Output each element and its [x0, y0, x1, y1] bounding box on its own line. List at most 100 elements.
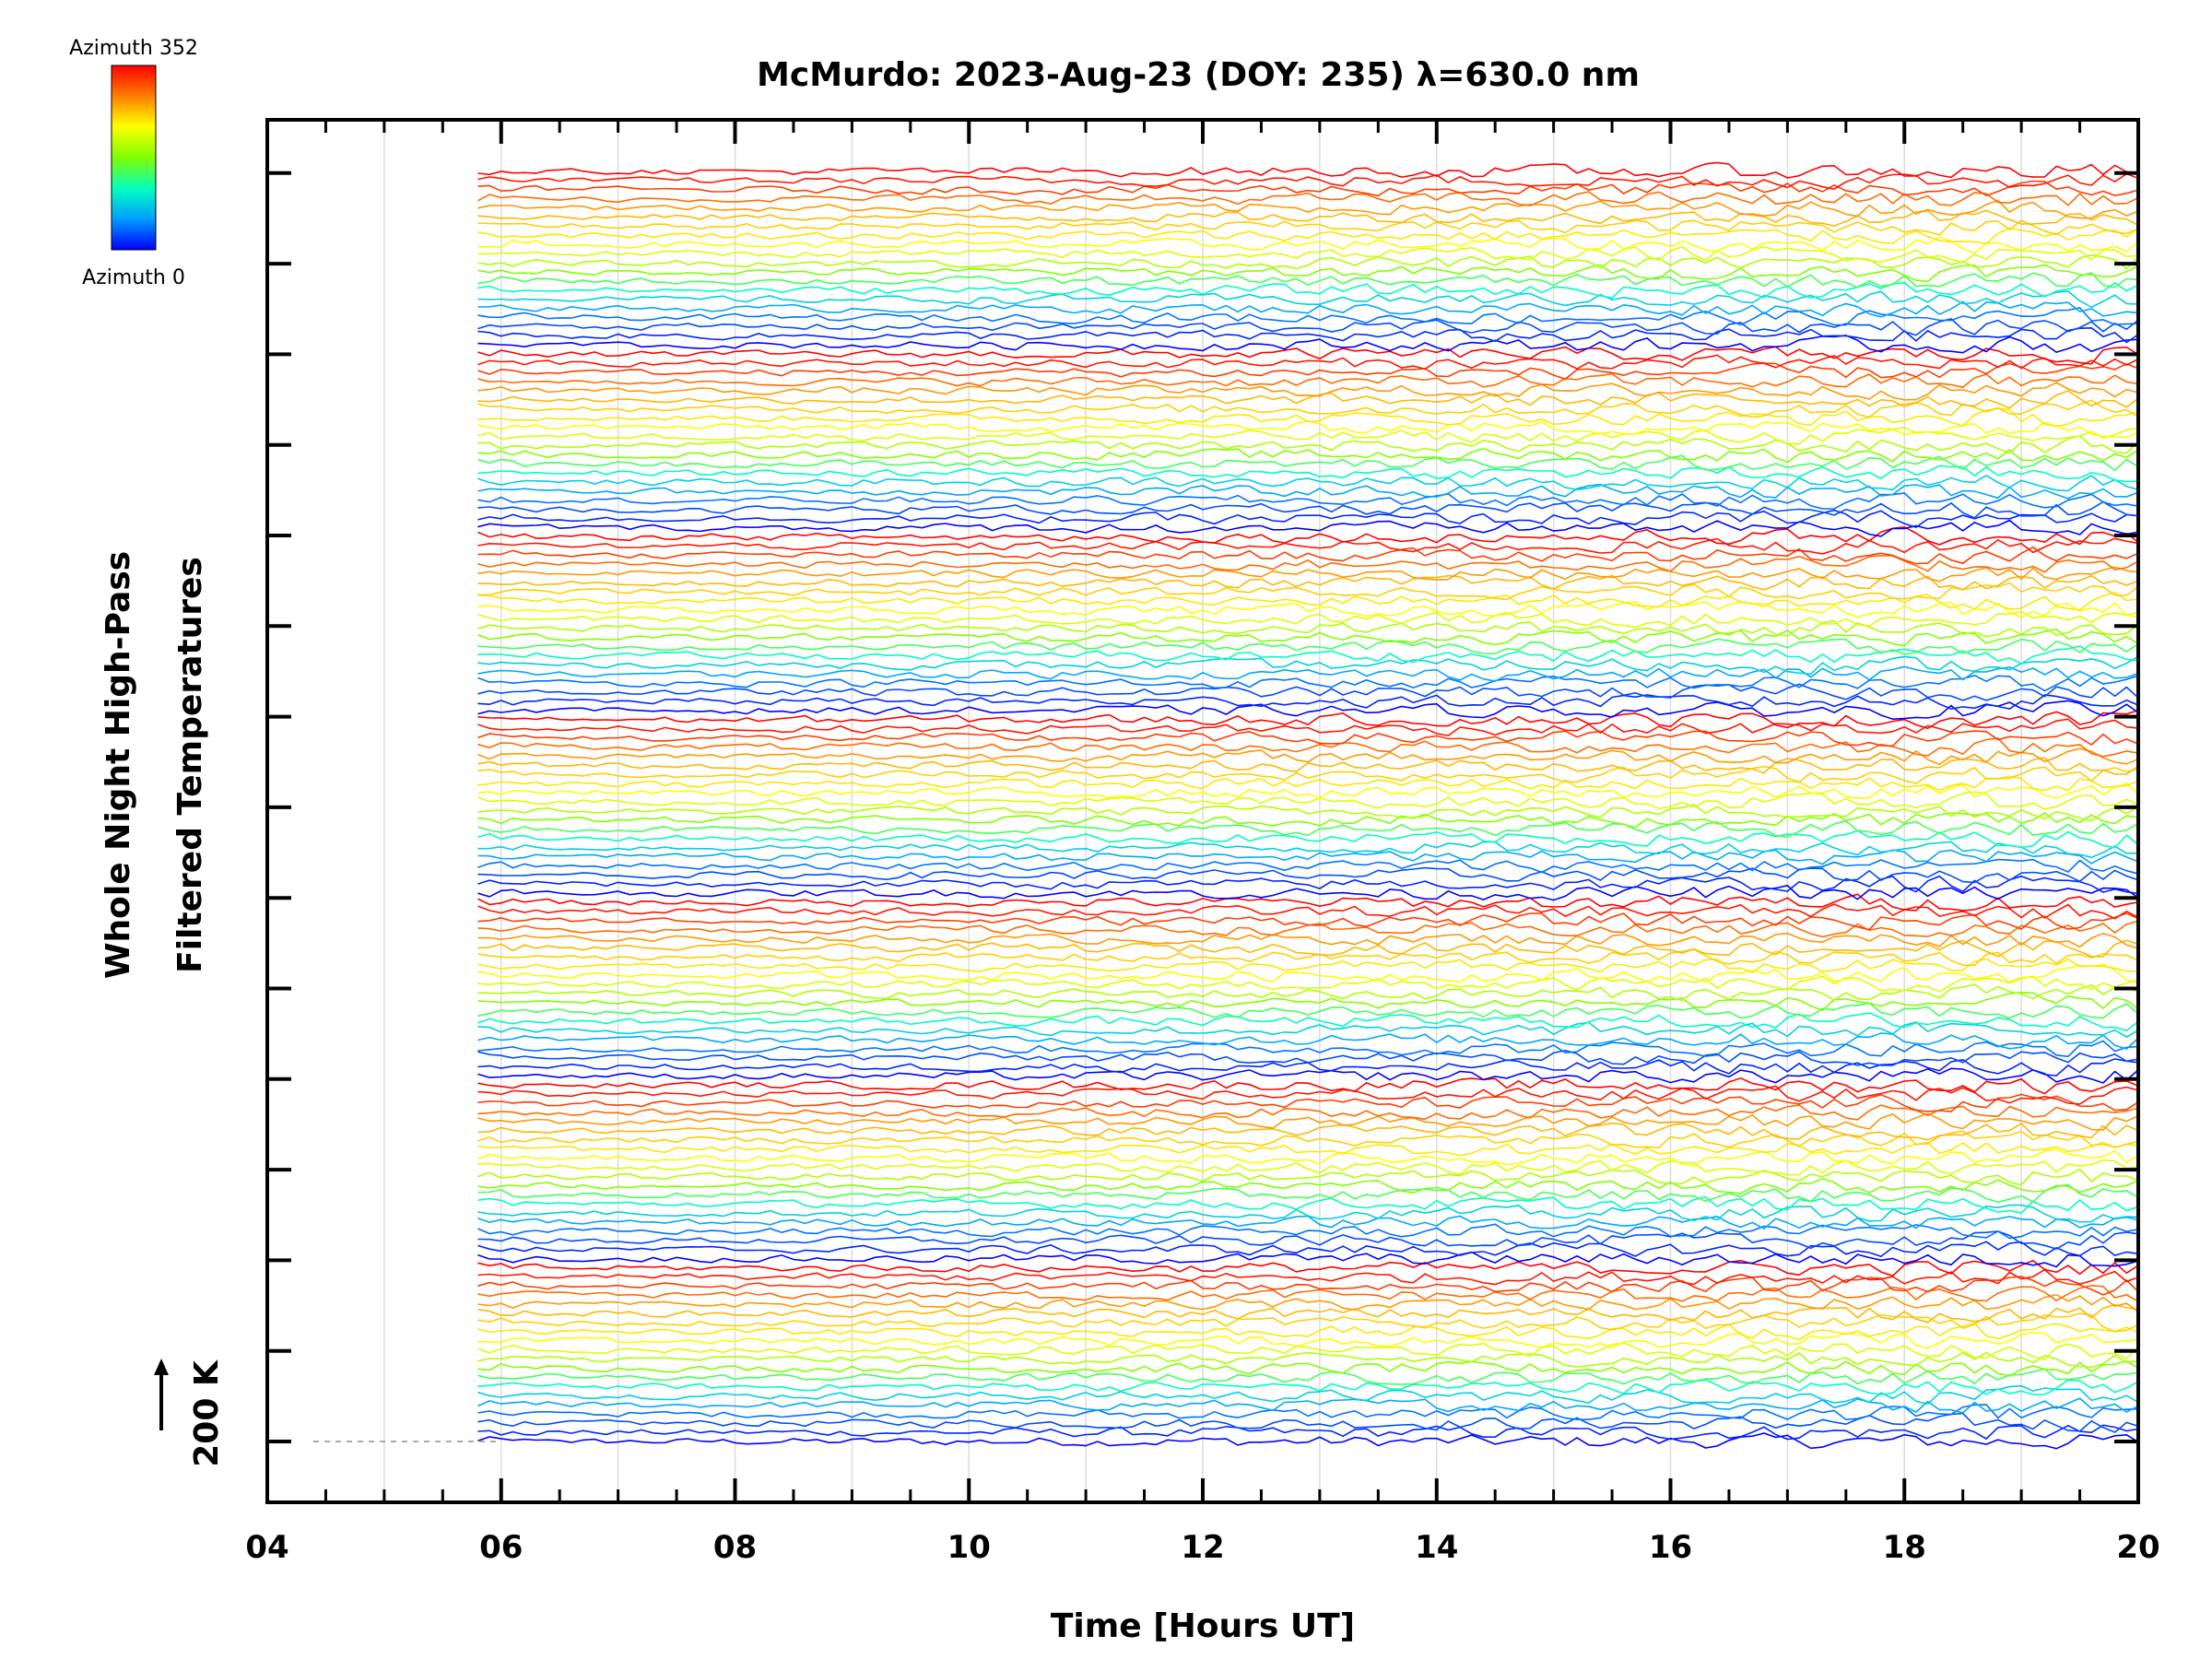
series-line-129	[477, 253, 2138, 270]
series-line-76	[477, 736, 2138, 758]
series-line-16	[477, 1285, 2138, 1302]
series-line-86	[477, 645, 2138, 665]
series-line-28	[477, 1177, 2138, 1194]
series-line-5	[477, 1384, 2138, 1406]
series-line-134	[477, 209, 2138, 227]
series-line-125	[477, 290, 2138, 309]
series-line-139	[477, 161, 2138, 179]
series-line-109	[477, 435, 2138, 454]
series-line-24	[477, 1215, 2138, 1230]
series-line-106	[477, 465, 2138, 483]
series-line-30	[477, 1159, 2138, 1176]
series-line-115	[477, 382, 2138, 401]
series-line-55	[477, 932, 2138, 949]
series-line-56	[477, 920, 2138, 938]
series-line-102	[477, 500, 2138, 519]
y-axis-label-line1: Whole Night High-Pass	[100, 551, 137, 979]
series-line-39	[477, 1077, 2138, 1095]
series-line-4	[477, 1397, 2138, 1414]
series-line-111	[477, 420, 2138, 439]
x-axis-ticks	[265, 120, 2140, 1502]
series-line-123	[477, 307, 2138, 326]
y-axis-ticks	[267, 171, 2138, 1443]
series-line-3	[477, 1404, 2138, 1421]
series-line-94	[477, 574, 2138, 591]
x-tick-label: 14	[1415, 1529, 1458, 1566]
series-line-118	[477, 354, 2138, 371]
series-line-79	[477, 709, 2138, 730]
series-line-87	[477, 638, 2138, 655]
series-line-120	[477, 335, 2138, 354]
series-line-121	[477, 326, 2138, 344]
colorbar-bottom-label: Azimuth 0	[82, 266, 185, 289]
series-line-93	[477, 582, 2138, 601]
series-line-37	[477, 1093, 2138, 1112]
series-line-72	[477, 775, 2138, 792]
series-line-119	[477, 346, 2138, 365]
series-line-27	[477, 1183, 2138, 1204]
series-line-15	[477, 1293, 2138, 1312]
x-tick-label: 06	[479, 1529, 523, 1566]
series-line-104	[477, 483, 2138, 500]
series-line-34	[477, 1122, 2138, 1141]
series-line-99	[477, 525, 2138, 546]
series-line-26	[477, 1196, 2138, 1215]
series-line-138	[477, 172, 2138, 191]
series-line-71	[477, 782, 2138, 799]
series-line-136	[477, 191, 2138, 206]
series-line-114	[477, 390, 2138, 409]
series-line-20	[477, 1251, 2138, 1268]
series-line-6	[477, 1379, 2138, 1396]
series-line-66	[477, 830, 2138, 849]
series-line-50	[477, 975, 2138, 993]
series-line-33	[477, 1130, 2138, 1149]
series-line-137	[477, 180, 2138, 197]
series-line-95	[477, 566, 2138, 582]
series-line-74	[477, 757, 2138, 775]
series-line-7	[477, 1368, 2138, 1385]
series-line-97	[477, 546, 2138, 565]
series-line-14	[477, 1303, 2138, 1324]
x-tick-label: 16	[1649, 1529, 1692, 1566]
series-line-61	[477, 875, 2138, 895]
series-line-80	[477, 700, 2138, 721]
series-line-75	[477, 747, 2138, 766]
series-line-103	[477, 492, 2138, 510]
series-line-58	[477, 903, 2138, 920]
series-line-44	[477, 1032, 2138, 1050]
series-line-110	[477, 426, 2138, 445]
series-line-70	[477, 791, 2138, 810]
series-line-90	[477, 610, 2138, 629]
series-line-32	[477, 1141, 2138, 1157]
series-line-62	[477, 866, 2138, 884]
x-tick-label: 08	[713, 1529, 757, 1566]
series-line-35	[477, 1112, 2138, 1131]
series-line-131	[477, 236, 2138, 254]
series-line-133	[477, 219, 2138, 236]
colorbar	[111, 65, 157, 251]
series-line-116	[477, 372, 2138, 389]
series-line-38	[477, 1085, 2138, 1105]
x-axis-label: Time [Hours UT]	[1051, 1607, 1355, 1645]
series-line-98	[477, 537, 2138, 555]
series-line-124	[477, 300, 2138, 318]
series-line-117	[477, 362, 2138, 381]
series-line-84	[477, 665, 2138, 682]
series-line-88	[477, 628, 2138, 647]
series-line-108	[477, 447, 2138, 464]
x-tick-label: 10	[947, 1529, 991, 1566]
series-line-42	[477, 1049, 2138, 1066]
series-line-132	[477, 227, 2138, 245]
series-line-48	[477, 991, 2138, 1012]
series-line-19	[477, 1259, 2138, 1277]
series-line-23	[477, 1223, 2138, 1240]
series-line-18	[477, 1268, 2138, 1286]
series-line-63	[477, 858, 2138, 875]
series-line-1	[477, 1424, 2138, 1441]
series-line-25	[477, 1204, 2138, 1223]
series-line-130	[477, 245, 2138, 264]
x-tick-label: 18	[1883, 1529, 1926, 1566]
temperature-series	[477, 161, 2138, 1450]
series-line-46	[477, 1012, 2138, 1032]
